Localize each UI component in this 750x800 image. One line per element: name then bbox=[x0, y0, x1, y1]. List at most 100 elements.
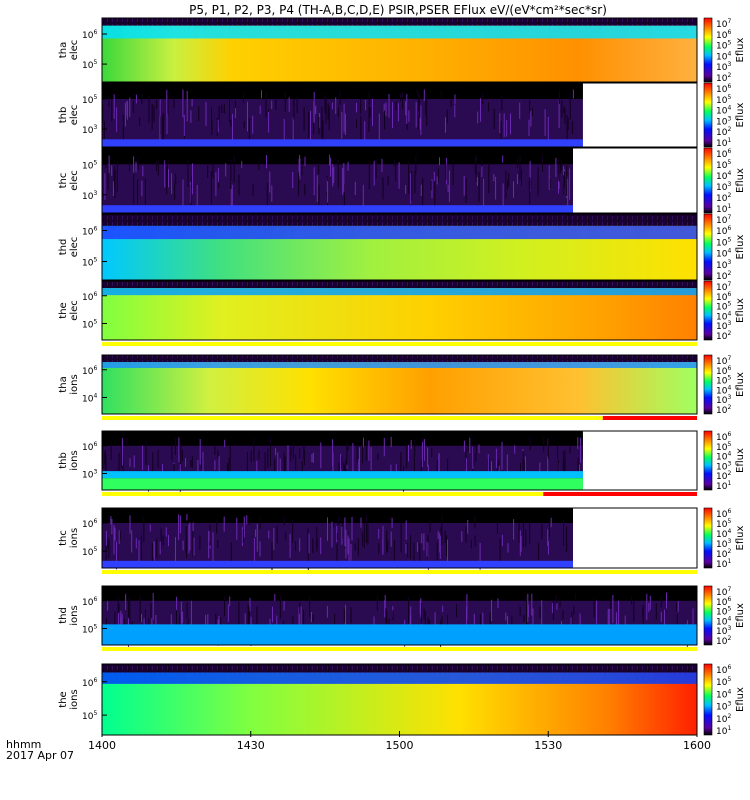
noise-line bbox=[439, 535, 441, 559]
noise-line bbox=[303, 107, 305, 131]
noise-line bbox=[393, 159, 395, 167]
noise-texture bbox=[102, 281, 697, 289]
noise-line bbox=[267, 448, 269, 468]
colorbar-tick-label: 106 bbox=[716, 291, 731, 303]
y-tick-label: 103 bbox=[82, 468, 97, 480]
noise-line bbox=[328, 106, 330, 131]
noise-line bbox=[232, 113, 233, 143]
noise-line bbox=[344, 517, 346, 547]
noise-line bbox=[166, 162, 168, 188]
noise-line bbox=[386, 530, 388, 553]
noise-line bbox=[266, 183, 268, 209]
noise-line bbox=[241, 161, 243, 168]
noise-line bbox=[345, 604, 346, 630]
noise-line bbox=[153, 541, 155, 557]
noise-line bbox=[569, 92, 571, 120]
noise-line bbox=[415, 101, 417, 128]
noise-line bbox=[228, 457, 230, 466]
noise-line bbox=[316, 527, 318, 552]
noise-line bbox=[405, 185, 407, 194]
noise-line bbox=[298, 178, 299, 196]
noise-line bbox=[378, 529, 380, 539]
noise-line bbox=[555, 157, 557, 177]
noise-line bbox=[382, 539, 384, 555]
noise-line bbox=[527, 604, 529, 618]
noise-line bbox=[186, 540, 187, 558]
noise-line bbox=[233, 156, 235, 183]
colorbar-tick-label: 106 bbox=[716, 365, 731, 377]
colorbar-tick-label: 107 bbox=[716, 586, 731, 598]
noise-line bbox=[292, 172, 294, 188]
noise-line bbox=[556, 603, 558, 610]
noise-line bbox=[454, 94, 456, 105]
colorbar-tick-label: 106 bbox=[716, 664, 731, 676]
noise-line bbox=[250, 450, 252, 463]
noise-line bbox=[128, 598, 129, 620]
noise-line bbox=[631, 596, 632, 605]
noise-line bbox=[133, 455, 135, 468]
y-tick-label: 106 bbox=[82, 29, 97, 41]
low-energy-band bbox=[102, 624, 697, 645]
noise-line bbox=[107, 601, 109, 611]
noise-line bbox=[405, 101, 407, 116]
noise-line bbox=[217, 168, 219, 183]
noise-line bbox=[170, 614, 172, 626]
y-tick-label: 106 bbox=[82, 441, 97, 453]
noise-line bbox=[207, 614, 209, 629]
noise-line bbox=[339, 91, 341, 105]
noise-line bbox=[562, 610, 564, 620]
noise-line bbox=[433, 171, 435, 181]
colorbar-tick-label: 102 bbox=[716, 72, 731, 84]
noise-line bbox=[383, 438, 385, 457]
noise-line bbox=[193, 537, 195, 556]
noise-line bbox=[108, 540, 110, 559]
noise-line bbox=[238, 174, 240, 196]
noise-line bbox=[618, 600, 620, 630]
noise-line bbox=[217, 119, 219, 133]
noise-line bbox=[336, 542, 338, 563]
noise-line bbox=[431, 448, 433, 458]
noise-line bbox=[299, 538, 301, 552]
noise-line bbox=[163, 112, 165, 141]
noise-line bbox=[519, 606, 521, 616]
colorbar-tick-label: 104 bbox=[716, 310, 731, 322]
noise-line bbox=[482, 93, 484, 105]
noise-line bbox=[143, 517, 145, 542]
noise-line bbox=[436, 542, 438, 568]
noise-line bbox=[354, 181, 356, 195]
noise-line bbox=[188, 524, 190, 554]
noise-line bbox=[467, 445, 469, 452]
colorbar-tick-label: 105 bbox=[716, 375, 731, 387]
noise-line bbox=[202, 451, 204, 480]
noise-line bbox=[116, 161, 118, 192]
low-energy-band bbox=[102, 139, 583, 147]
noise-texture bbox=[102, 18, 697, 26]
noise-line bbox=[126, 100, 128, 116]
noise-line bbox=[217, 450, 219, 459]
noise-line bbox=[418, 117, 420, 130]
no-data-region bbox=[582, 83, 697, 147]
noise-line bbox=[566, 115, 568, 146]
noise-line bbox=[475, 155, 477, 182]
noise-line bbox=[270, 437, 271, 467]
noise-line bbox=[420, 105, 422, 135]
noise-line bbox=[551, 603, 553, 613]
noise-line bbox=[569, 168, 571, 200]
noise-line bbox=[289, 533, 291, 558]
noise-line bbox=[548, 165, 550, 190]
noise-line bbox=[347, 161, 349, 171]
noise-line bbox=[567, 118, 569, 131]
noise-line bbox=[563, 171, 565, 188]
noise-line bbox=[199, 439, 201, 465]
noise-line bbox=[633, 599, 635, 622]
noise-line bbox=[211, 119, 213, 136]
noise-line bbox=[549, 179, 551, 189]
noise-line bbox=[304, 184, 306, 196]
noise-line bbox=[256, 523, 258, 552]
noise-line bbox=[343, 163, 345, 193]
noise-line bbox=[272, 606, 273, 623]
noise-line bbox=[187, 160, 189, 187]
noise-line bbox=[476, 178, 478, 186]
noise-line bbox=[475, 452, 477, 462]
